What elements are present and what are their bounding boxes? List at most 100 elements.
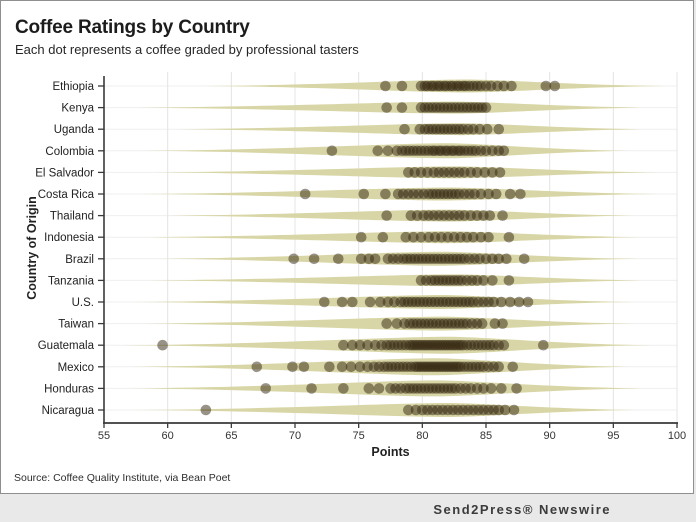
coffee-dot — [399, 296, 410, 308]
coffee-dot — [396, 339, 408, 351]
coffee-dot — [446, 318, 457, 329]
coffee-dot — [441, 296, 452, 308]
coffee-dot — [478, 361, 489, 373]
y-tick-label: Ethiopia — [52, 81, 94, 93]
coffee-dot — [390, 361, 401, 373]
coffee-dot — [459, 361, 470, 373]
coffee-dot — [358, 188, 370, 200]
coffee-dot — [413, 188, 424, 200]
coffee-dot — [479, 167, 491, 178]
coffee-dot — [501, 253, 512, 265]
coffee-dot — [511, 383, 522, 394]
coffee-dot — [403, 188, 414, 200]
coffee-dot — [427, 361, 438, 373]
coffee-dot — [429, 231, 441, 243]
coffee-dot — [540, 80, 552, 92]
coffee-dot — [452, 339, 464, 351]
coffee-dot — [363, 383, 375, 394]
coffee-dot — [406, 339, 418, 351]
coffee-dot — [461, 231, 473, 243]
coffee-dot — [503, 275, 515, 286]
coffee-dot — [474, 361, 485, 373]
coffee-dot — [381, 102, 392, 113]
coffee-dot — [427, 188, 438, 200]
coffee-dot — [471, 210, 483, 221]
coffee-dot — [391, 145, 403, 157]
coffee-dot — [375, 296, 386, 308]
coffee-dot — [408, 318, 419, 329]
y-tick-label: Indonesia — [44, 232, 94, 244]
coffee-dot — [427, 318, 438, 329]
coffee-dot — [437, 296, 449, 308]
coffee-dot — [485, 80, 497, 92]
coffee-dot — [453, 188, 465, 200]
coffee-dot — [469, 102, 480, 113]
coffee-dot — [385, 339, 396, 351]
coffee-dot — [453, 210, 465, 221]
coffee-dot — [415, 145, 427, 157]
coffee-dot — [451, 80, 463, 92]
coffee-dot — [397, 361, 409, 373]
coffee-dot — [429, 361, 441, 373]
coffee-dot — [462, 361, 474, 373]
coffee-dot — [404, 339, 415, 351]
coffee-dot — [396, 102, 408, 113]
y-tick-label: Uganda — [54, 124, 95, 136]
coffee-dot — [438, 383, 450, 394]
coffee-dot — [441, 275, 452, 286]
y-tick-label: Thailand — [50, 211, 94, 223]
coffee-dot — [465, 339, 477, 351]
coffee-dot — [439, 361, 451, 373]
coffee-dot — [417, 361, 428, 373]
coffee-dot — [487, 145, 498, 157]
coffee-dot — [419, 383, 431, 394]
coffee-dot — [418, 296, 429, 308]
coffee-dot — [368, 361, 380, 373]
coffee-dot — [429, 145, 441, 157]
coffee-dot — [448, 145, 460, 157]
coffee-dot — [354, 361, 366, 373]
coffee-dot — [473, 296, 484, 308]
coffee-dot — [487, 167, 498, 178]
coffee-dot — [450, 383, 461, 394]
coffee-dot — [464, 80, 475, 92]
coffee-dot — [549, 80, 561, 92]
coffee-dot — [395, 383, 406, 394]
coffee-dot — [332, 253, 344, 265]
coffee-dot — [438, 210, 450, 221]
coffee-dot — [417, 253, 428, 265]
coffee-dot — [447, 253, 459, 265]
coffee-dot — [429, 275, 441, 286]
coffee-dot — [432, 253, 443, 265]
coffee-dot — [387, 253, 399, 265]
violin-honduras — [129, 380, 646, 397]
coffee-dot — [419, 318, 431, 329]
coffee-dot — [455, 361, 466, 373]
coffee-dot — [447, 404, 459, 416]
coffee-dot — [372, 145, 384, 157]
coffee-dot — [404, 318, 415, 329]
x-tick-label: 60 — [162, 430, 174, 442]
coffee-dot — [465, 167, 477, 178]
coffee-dot — [466, 275, 478, 286]
coffee-dot — [452, 361, 464, 373]
coffee-dot — [406, 296, 418, 308]
coffee-dot — [363, 253, 375, 265]
coffee-dot — [473, 102, 484, 113]
coffee-dot — [459, 145, 470, 157]
coffee-dot — [415, 275, 427, 286]
coffee-dot — [404, 383, 415, 394]
coffee-dot — [417, 404, 428, 416]
coffee-dot — [308, 253, 320, 265]
coffee-dot — [427, 383, 438, 394]
coffee-dot — [373, 361, 385, 373]
coffee-dot — [299, 188, 311, 200]
coffee-dot — [451, 253, 463, 265]
coffee-dot — [433, 210, 445, 221]
coffee-dot — [401, 361, 413, 373]
coffee-dot — [397, 188, 409, 200]
coffee-dot — [484, 210, 496, 221]
coffee-dot — [462, 404, 474, 416]
coffee-dot — [399, 123, 410, 135]
coffee-dot — [474, 253, 485, 265]
